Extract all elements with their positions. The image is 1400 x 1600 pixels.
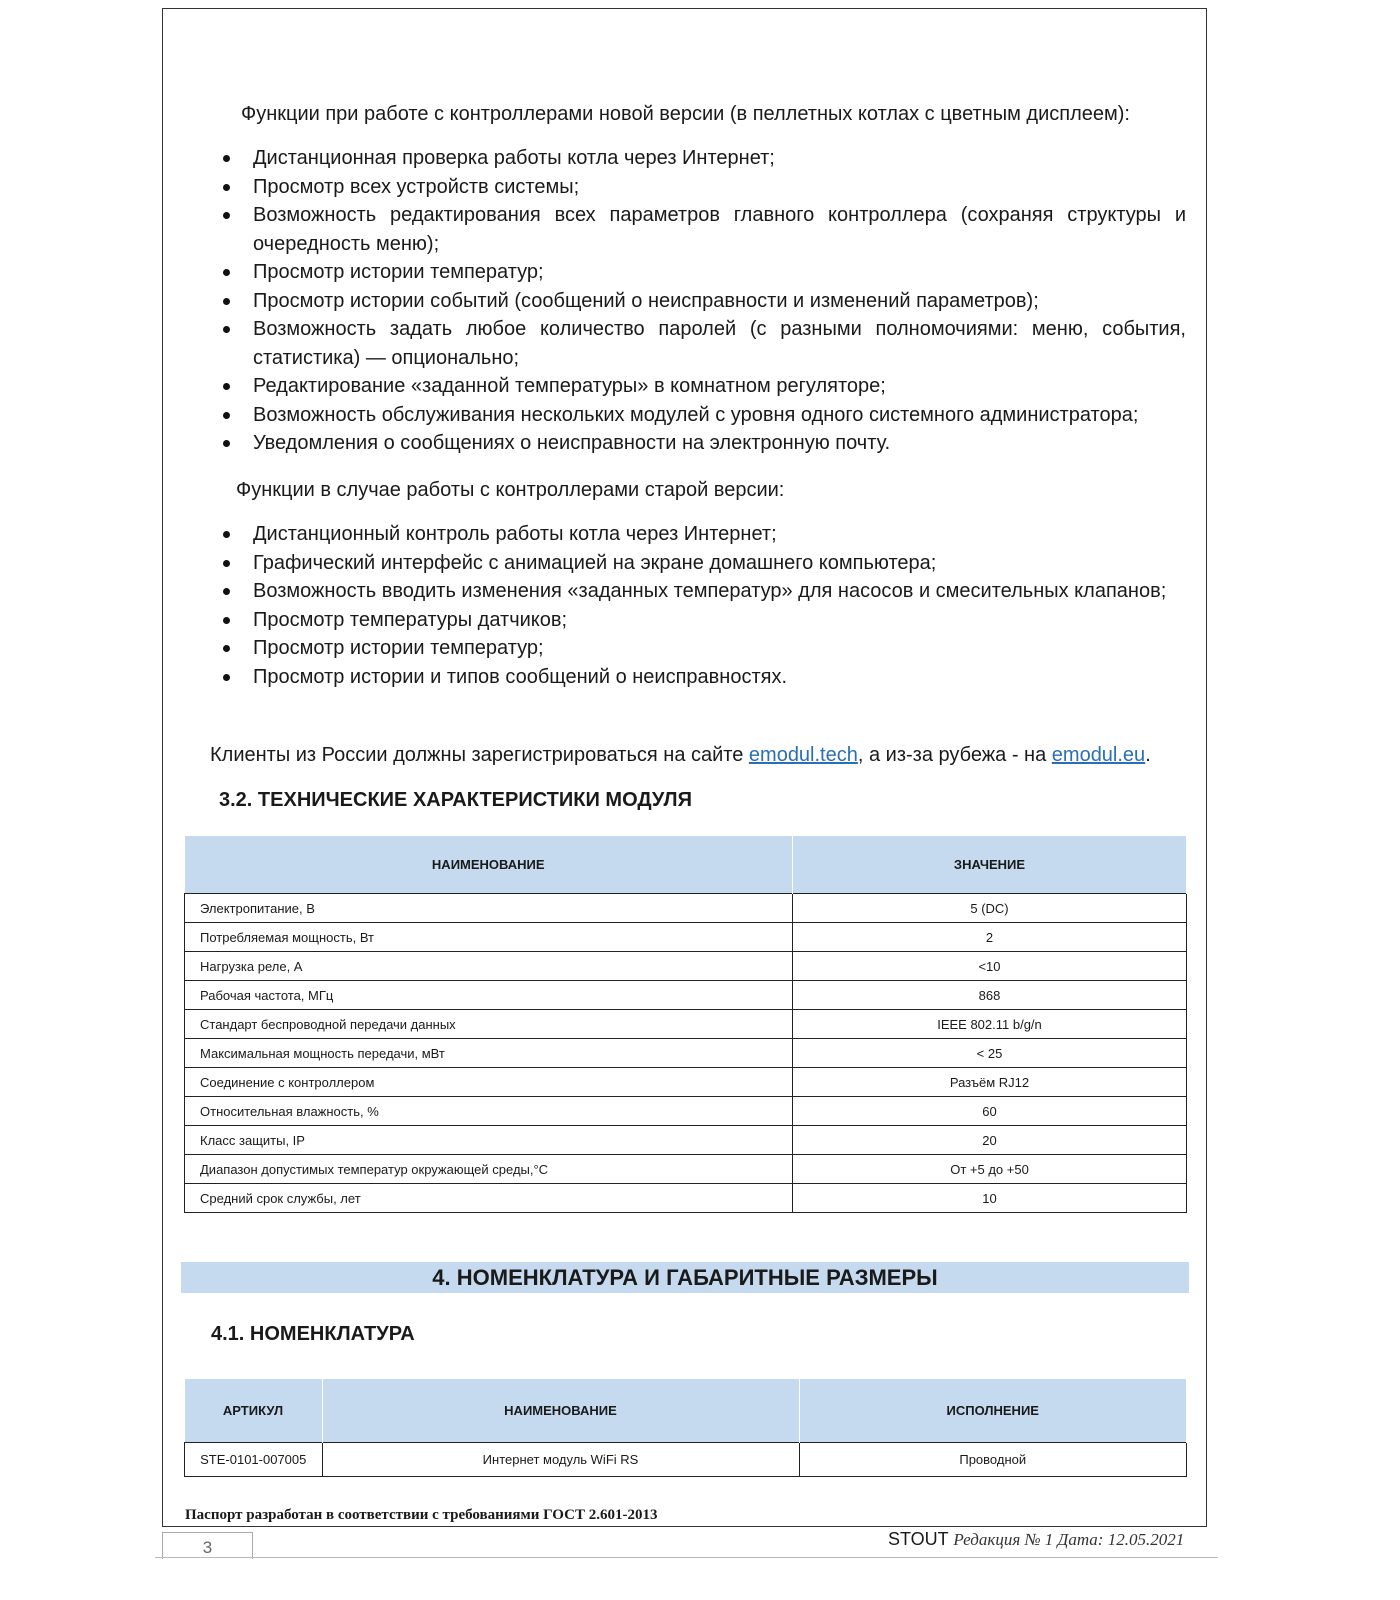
spec-value-cell: 10 <box>792 1183 1187 1213</box>
list-item: Редактирование «заданной температуры» в … <box>223 372 1186 401</box>
features-new-list: Дистанционная проверка работы котла чере… <box>223 144 1186 458</box>
spec-value-cell: 868 <box>792 980 1187 1010</box>
list-item: Дистанционная проверка работы котла чере… <box>223 144 1186 173</box>
table-row: Соединение с контроллером Разъём RJ12 <box>184 1067 1187 1097</box>
section-4-1-heading: 4.1. НОМЕНКЛАТУРА <box>211 1323 415 1345</box>
list-item: Возможность задать любое количество паро… <box>223 315 1186 372</box>
table-row: Максимальная мощность передачи, мВт < 25 <box>184 1038 1187 1068</box>
spec-value-cell: 5 (DC) <box>792 893 1187 923</box>
spec-header-name: НАИМЕНОВАНИЕ <box>184 836 793 894</box>
list-item: Возможность обслуживания нескольких моду… <box>223 401 1186 430</box>
list-item: Графический интерфейс с анимацией на экр… <box>223 549 1186 578</box>
spec-name-cell: Относительная влажность, % <box>184 1096 793 1126</box>
registration-text-2: , а из-за рубежа - на <box>857 744 1052 766</box>
list-item: Просмотр истории и типов сообщений о неи… <box>223 663 1186 692</box>
registration-text-3: . <box>1145 744 1151 766</box>
list-item: Просмотр температуры датчиков; <box>223 606 1186 635</box>
page-number: 3 <box>162 1532 253 1559</box>
list-item: Просмотр истории температур; <box>223 258 1186 287</box>
footer-brand: STOUT <box>888 1529 949 1549</box>
registration-text-1: Клиенты из России должны зарегистрироват… <box>210 744 749 766</box>
nom-header-name: НАИМЕНОВАНИЕ <box>322 1379 800 1443</box>
table-row: STE-0101-007005 Интернет модуль WiFi RS … <box>184 1442 1187 1477</box>
spec-header-value: ЗНАЧЕНИЕ <box>792 836 1187 894</box>
intro-old-controllers: Функции в случае работы с контроллерами … <box>236 479 785 501</box>
table-row: Нагрузка реле, А <10 <box>184 951 1187 981</box>
spec-name-cell: Соединение с контроллером <box>184 1067 793 1097</box>
gost-note: Паспорт разработан в соответствии с треб… <box>185 1507 658 1523</box>
spec-name-cell: Электропитание, В <box>184 893 793 923</box>
section-3-2-heading: 3.2. ТЕХНИЧЕСКИЕ ХАРАКТЕРИСТИКИ МОДУЛЯ <box>219 789 692 811</box>
registration-note: Клиенты из России должны зарегистрироват… <box>210 741 1151 770</box>
nom-name: Интернет модуль WiFi RS <box>321 1442 800 1477</box>
nom-article: STE-0101-007005 <box>184 1442 323 1477</box>
footer-revision: STOUT Редакция № 1 Дата: 12.05.2021 <box>888 1529 1184 1550</box>
spec-name-cell: Диапазон допустимых температур окружающе… <box>184 1154 793 1184</box>
features-old-list: Дистанционный контроль работы котла чере… <box>223 520 1186 692</box>
nom-header-version: ИСПОЛНЕНИЕ <box>799 1379 1187 1443</box>
nom-version: Проводной <box>798 1442 1187 1477</box>
spec-value-cell: IEEE 802.11 b/g/n <box>792 1009 1187 1039</box>
list-item: Просмотр истории температур; <box>223 634 1186 663</box>
spec-value-cell: 20 <box>792 1125 1187 1155</box>
spec-value-cell: <10 <box>792 951 1187 981</box>
spec-name-cell: Потребляемая мощность, Вт <box>184 922 793 952</box>
table-row: Класс защиты, IP 20 <box>184 1125 1187 1155</box>
spec-value-cell: Разъём RJ12 <box>792 1067 1187 1097</box>
section-4-heading: 4. НОМЕНКЛАТУРА И ГАБАРИТНЫЕ РАЗМЕРЫ <box>181 1262 1189 1293</box>
table-row: Относительная влажность, % 60 <box>184 1096 1187 1126</box>
spec-name-cell: Класс защиты, IP <box>184 1125 793 1155</box>
nomenclature-table: АРТИКУЛ НАИМЕНОВАНИЕ ИСПОЛНЕНИЕ STE-0101… <box>184 1379 1187 1477</box>
page-border <box>162 8 1207 1527</box>
list-item: Дистанционный контроль работы котла чере… <box>223 520 1186 549</box>
link-emodul-eu[interactable]: emodul.eu <box>1051 744 1146 766</box>
table-row: Средний срок службы, лет 10 <box>184 1183 1187 1213</box>
table-row: Рабочая частота, МГц 868 <box>184 980 1187 1010</box>
nom-header-article: АРТИКУЛ <box>184 1379 323 1443</box>
list-item: Возможность вводить изменения «заданных … <box>223 577 1186 606</box>
list-item: Просмотр истории событий (сообщений о не… <box>223 287 1186 316</box>
table-row: Стандарт беспроводной передачи данных IEE… <box>184 1009 1187 1039</box>
list-item: Уведомления о сообщениях о неисправности… <box>223 429 1186 458</box>
link-emodul-tech[interactable]: emodul.tech <box>748 744 858 766</box>
intro-new-controllers: Функции при работе с контроллерами новой… <box>241 103 1130 125</box>
spec-value-cell: 60 <box>792 1096 1187 1126</box>
list-item: Возможность редактирования всех параметр… <box>223 201 1186 258</box>
table-row: Диапазон допустимых температур окружающе… <box>184 1154 1187 1184</box>
spec-name-cell: Стандарт беспроводной передачи данных <box>184 1009 793 1039</box>
spec-name-cell: Нагрузка реле, А <box>184 951 793 981</box>
spec-value-cell: От +5 до +50 <box>792 1154 1187 1184</box>
spec-value-cell: < 25 <box>792 1038 1187 1068</box>
spec-name-cell: Средний срок службы, лет <box>184 1183 793 1213</box>
spec-value-cell: 2 <box>792 922 1187 952</box>
footer-revision-text: Редакция № 1 Дата: 12.05.2021 <box>953 1530 1185 1549</box>
spec-name-cell: Рабочая частота, МГц <box>184 980 793 1010</box>
list-item: Просмотр всех устройств системы; <box>223 173 1186 202</box>
footer-divider <box>155 1557 1218 1558</box>
spec-name-cell: Максимальная мощность передачи, мВт <box>184 1038 793 1068</box>
table-row: Потребляемая мощность, Вт 2 <box>184 922 1187 952</box>
